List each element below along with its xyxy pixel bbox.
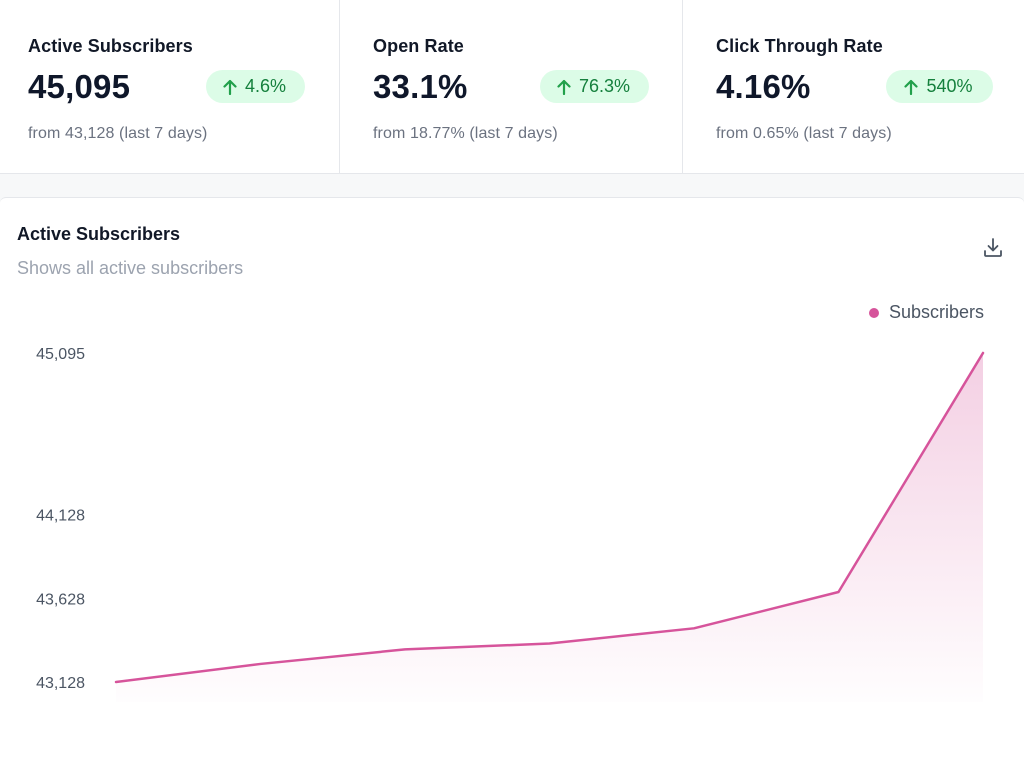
stat-label: Open Rate (373, 36, 464, 56)
stat-value: 4.16% (716, 68, 811, 105)
download-icon (984, 238, 1002, 257)
stat-card-active-subscribers: Active Subscribers 45,095 4.6% from 43,1… (0, 0, 340, 174)
arrow-up-icon (223, 79, 237, 95)
stat-card-click-through-rate: Click Through Rate 4.16% 540% from 0.65%… (683, 0, 1024, 174)
change-badge: 540% (886, 70, 993, 103)
stat-sub: from 0.65% (last 7 days) (716, 125, 892, 142)
arrow-up-icon (557, 79, 571, 95)
chart-card-title: Active Subscribers (17, 224, 181, 244)
change-value: 4.6% (244, 76, 287, 96)
stat-label: Click Through Rate (716, 36, 883, 56)
stat-sub: from 18.77% (last 7 days) (373, 125, 558, 142)
subscribers-chart: 43,128 43,628 44,128 45,095 (36, 346, 988, 702)
data-point[interactable] (545, 639, 555, 649)
chart-card: Active Subscribers Shows all active subs… (0, 197, 1024, 757)
y-tick-label: 44,128 (36, 508, 85, 525)
chart-card-subtitle: Shows all active subscribers (17, 258, 244, 278)
stat-value: 33.1% (373, 68, 468, 105)
data-point[interactable] (111, 677, 121, 687)
arrow-up-icon (904, 79, 919, 95)
change-value: 76.3% (578, 76, 631, 96)
stats-row: Active Subscribers 45,095 4.6% from 43,1… (0, 0, 1024, 174)
stat-card-open-rate: Open Rate 33.1% 76.3% from 18.77% (last … (340, 0, 683, 174)
stat-sub: from 43,128 (last 7 days) (28, 125, 208, 142)
data-point[interactable] (689, 623, 699, 633)
legend-label: Subscribers (888, 302, 984, 322)
series-area (116, 353, 983, 702)
stat-label: Active Subscribers (28, 36, 193, 56)
data-point[interactable] (834, 587, 844, 597)
y-tick-label: 43,128 (36, 675, 85, 692)
change-value: 540% (926, 76, 973, 96)
y-tick-label: 43,628 (36, 591, 85, 608)
change-badge: 4.6% (206, 70, 305, 103)
series-line (114, 351, 985, 684)
download-button[interactable] (981, 236, 1005, 260)
y-tick-label: 45,095 (36, 346, 85, 363)
legend-swatch (868, 307, 879, 318)
stat-value: 45,095 (28, 68, 131, 105)
chart-legend: Subscribers (868, 302, 984, 323)
change-badge: 76.3% (540, 70, 649, 103)
data-point[interactable] (256, 659, 266, 669)
data-point[interactable] (978, 348, 988, 358)
data-point[interactable] (400, 644, 410, 654)
